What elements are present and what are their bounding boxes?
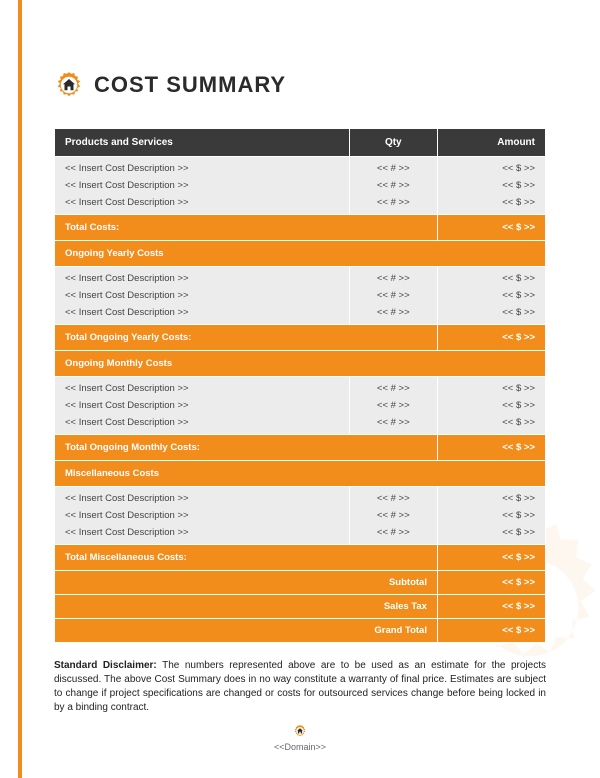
table-row: << Insert Cost Description >><< # >><< $… bbox=[55, 287, 546, 304]
cell-amount: << $ >> bbox=[437, 377, 545, 398]
section-total-row: Total Miscellaneous Costs:<< $ >> bbox=[55, 545, 546, 571]
cell-description: << Insert Cost Description >> bbox=[55, 524, 350, 545]
cell-qty: << # >> bbox=[349, 194, 437, 215]
cell-amount: << $ >> bbox=[437, 267, 545, 288]
section-header-label: Ongoing Monthly Costs bbox=[55, 351, 546, 377]
table-row: << Insert Cost Description >><< # >><< $… bbox=[55, 157, 546, 178]
sales-tax-row: Sales Tax<< $ >> bbox=[55, 595, 546, 619]
disclaimer-label: Standard Disclaimer: bbox=[54, 660, 157, 671]
subtotal-row-amount: << $ >> bbox=[437, 571, 545, 595]
subtotal-row: Subtotal<< $ >> bbox=[55, 571, 546, 595]
page-footer: <<Domain>> bbox=[0, 724, 600, 752]
left-accent-stripe bbox=[18, 0, 22, 778]
table-row: << Insert Cost Description >><< # >><< $… bbox=[55, 377, 546, 398]
cell-amount: << $ >> bbox=[437, 177, 545, 194]
sales-tax-row-amount: << $ >> bbox=[437, 595, 545, 619]
cell-qty: << # >> bbox=[349, 524, 437, 545]
table-row: << Insert Cost Description >><< # >><< $… bbox=[55, 267, 546, 288]
cell-qty: << # >> bbox=[349, 267, 437, 288]
cell-qty: << # >> bbox=[349, 177, 437, 194]
cell-qty: << # >> bbox=[349, 414, 437, 435]
cell-description: << Insert Cost Description >> bbox=[55, 507, 350, 524]
cell-amount: << $ >> bbox=[437, 397, 545, 414]
cell-amount: << $ >> bbox=[437, 304, 545, 325]
section-total-amount: << $ >> bbox=[437, 435, 545, 461]
subtotal-row-label: Subtotal bbox=[55, 571, 438, 595]
table-row: << Insert Cost Description >><< # >><< $… bbox=[55, 397, 546, 414]
grand-total-row-amount: << $ >> bbox=[437, 619, 545, 643]
table-row: << Insert Cost Description >><< # >><< $… bbox=[55, 177, 546, 194]
cell-qty: << # >> bbox=[349, 397, 437, 414]
section-header-label: Miscellaneous Costs bbox=[55, 461, 546, 487]
cell-description: << Insert Cost Description >> bbox=[55, 194, 350, 215]
disclaimer: Standard Disclaimer: The numbers represe… bbox=[54, 659, 546, 715]
section-total-amount: << $ >> bbox=[437, 325, 545, 351]
table-row: << Insert Cost Description >><< # >><< $… bbox=[55, 487, 546, 508]
cell-description: << Insert Cost Description >> bbox=[55, 304, 350, 325]
section-total-amount: << $ >> bbox=[437, 215, 545, 241]
cell-qty: << # >> bbox=[349, 377, 437, 398]
section-header-row: Ongoing Monthly Costs bbox=[55, 351, 546, 377]
header-desc: Products and Services bbox=[55, 129, 350, 157]
section-total-amount: << $ >> bbox=[437, 545, 545, 571]
table-row: << Insert Cost Description >><< # >><< $… bbox=[55, 194, 546, 215]
footer-domain: <<Domain>> bbox=[0, 742, 600, 752]
cell-qty: << # >> bbox=[349, 287, 437, 304]
cell-amount: << $ >> bbox=[437, 524, 545, 545]
cell-amount: << $ >> bbox=[437, 194, 545, 215]
title-row: COST SUMMARY bbox=[54, 70, 546, 100]
section-total-label: Total Miscellaneous Costs: bbox=[55, 545, 438, 571]
cell-description: << Insert Cost Description >> bbox=[55, 487, 350, 508]
cell-amount: << $ >> bbox=[437, 487, 545, 508]
cell-qty: << # >> bbox=[349, 157, 437, 178]
table-row: << Insert Cost Description >><< # >><< $… bbox=[55, 414, 546, 435]
section-header-label: Ongoing Yearly Costs bbox=[55, 241, 546, 267]
cell-description: << Insert Cost Description >> bbox=[55, 177, 350, 194]
header-qty: Qty bbox=[349, 129, 437, 157]
cell-amount: << $ >> bbox=[437, 157, 545, 178]
gear-house-icon bbox=[54, 70, 84, 100]
grand-total-row: Grand Total<< $ >> bbox=[55, 619, 546, 643]
cell-qty: << # >> bbox=[349, 507, 437, 524]
page-title: COST SUMMARY bbox=[94, 72, 286, 98]
section-total-row: Total Ongoing Yearly Costs:<< $ >> bbox=[55, 325, 546, 351]
section-header-row: Miscellaneous Costs bbox=[55, 461, 546, 487]
cost-summary-table: Products and Services Qty Amount << Inse… bbox=[54, 128, 546, 643]
table-header-row: Products and Services Qty Amount bbox=[55, 129, 546, 157]
footer-gear-house-icon bbox=[0, 724, 600, 740]
cell-amount: << $ >> bbox=[437, 414, 545, 435]
cell-amount: << $ >> bbox=[437, 507, 545, 524]
sales-tax-row-label: Sales Tax bbox=[55, 595, 438, 619]
cell-description: << Insert Cost Description >> bbox=[55, 414, 350, 435]
section-total-row: Total Ongoing Monthly Costs:<< $ >> bbox=[55, 435, 546, 461]
table-row: << Insert Cost Description >><< # >><< $… bbox=[55, 507, 546, 524]
cell-description: << Insert Cost Description >> bbox=[55, 287, 350, 304]
cell-amount: << $ >> bbox=[437, 287, 545, 304]
table-row: << Insert Cost Description >><< # >><< $… bbox=[55, 524, 546, 545]
cell-description: << Insert Cost Description >> bbox=[55, 157, 350, 178]
grand-total-row-label: Grand Total bbox=[55, 619, 438, 643]
cell-description: << Insert Cost Description >> bbox=[55, 397, 350, 414]
cell-description: << Insert Cost Description >> bbox=[55, 377, 350, 398]
cell-qty: << # >> bbox=[349, 304, 437, 325]
cell-qty: << # >> bbox=[349, 487, 437, 508]
cell-description: << Insert Cost Description >> bbox=[55, 267, 350, 288]
section-total-label: Total Ongoing Monthly Costs: bbox=[55, 435, 438, 461]
section-total-label: Total Costs: bbox=[55, 215, 438, 241]
section-total-row: Total Costs:<< $ >> bbox=[55, 215, 546, 241]
section-total-label: Total Ongoing Yearly Costs: bbox=[55, 325, 438, 351]
header-amount: Amount bbox=[437, 129, 545, 157]
table-row: << Insert Cost Description >><< # >><< $… bbox=[55, 304, 546, 325]
section-header-row: Ongoing Yearly Costs bbox=[55, 241, 546, 267]
